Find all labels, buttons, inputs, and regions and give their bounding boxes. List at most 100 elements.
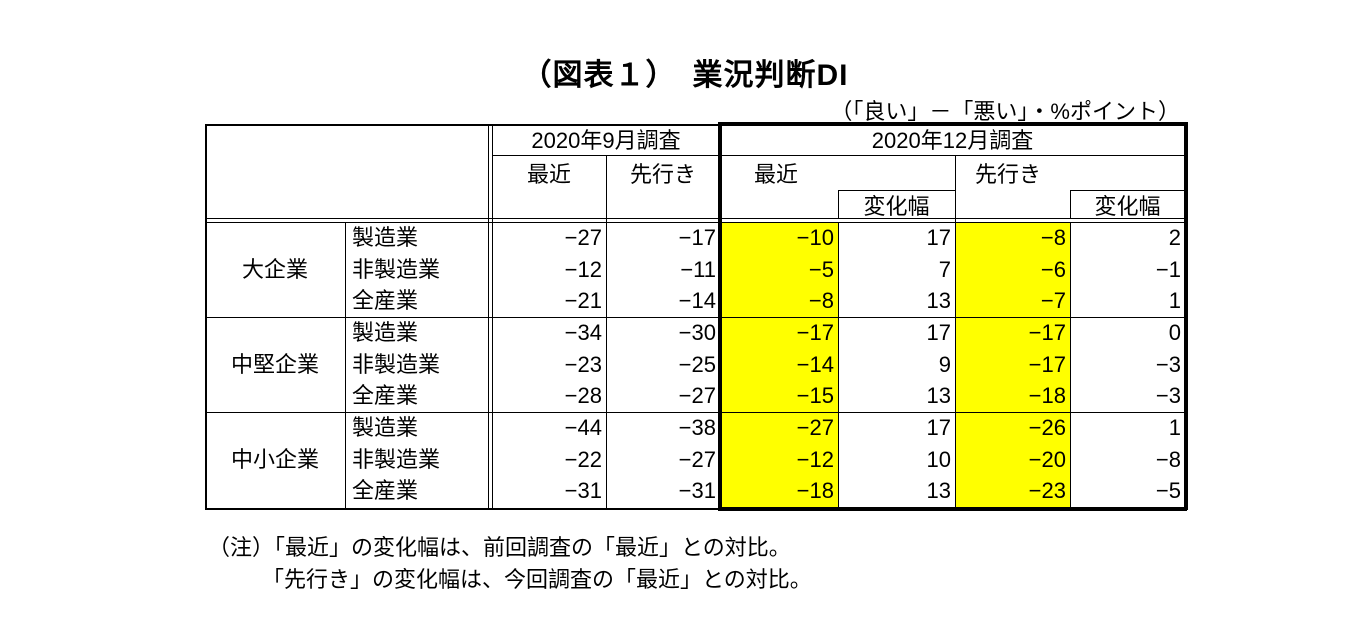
column-line [1070,190,1072,218]
column-line [838,190,840,218]
dec-outlook-change-value: −1 [1155,256,1181,282]
sector-label: 非製造業 [352,351,441,377]
dec-recent-value: −10 [796,225,834,250]
dec-recent-value: −8 [808,288,834,314]
group-label: 中堅企業 [230,351,319,377]
sector-label: 非製造業 [352,256,441,282]
header-sep-survey: 2020年9月調査 [531,128,681,153]
dec-outlook-change-value: −3 [1155,351,1181,377]
sep-outlook-value: −27 [678,383,716,409]
dec-outlook-value: −6 [1040,256,1066,282]
highlight-column [955,222,1070,508]
dec-outlook-change-value: 2 [1168,225,1181,250]
dec-outlook-change-value: 1 [1168,415,1181,440]
footnote-1: （注）「最近」の変化幅は、前回調査の「最近」との対比。 [208,535,791,560]
header-hline [838,190,955,192]
dec-outlook-value: −8 [1040,225,1066,250]
sector-label: 製造業 [352,225,419,250]
sep-outlook-value: −11 [680,256,716,282]
sep-recent-value: −27 [564,225,602,250]
dec-recent-change-value: 17 [926,320,951,345]
column-line [955,155,957,508]
header-sep-recent: 最近 [526,162,571,187]
header-dec-survey: 2020年12月調査 [871,128,1034,153]
dec-block-border [718,122,1187,126]
group-separator [205,317,1185,319]
dec-outlook-change-value: 0 [1168,320,1181,345]
header-dec-recent: 最近 [754,162,799,187]
sep-recent-value: −28 [564,383,602,409]
group-label: 大企業 [241,256,308,282]
dec-outlook-value: −7 [1040,288,1066,314]
header-sep-outlook: 先行き [629,162,696,187]
sep-outlook-value: −38 [678,415,716,440]
dec-outlook-change-value: −5 [1155,478,1181,504]
sep-recent-value: −44 [564,415,602,440]
dec-recent-value: −5 [808,256,834,282]
column-line [838,222,840,508]
sep-recent-value: −12 [564,256,602,282]
header-dec-outlook: 先行き [975,162,1042,187]
dec-recent-value: −14 [796,351,834,377]
dec-recent-change-value: 17 [926,225,951,250]
footnote-2: 「先行き」の変化幅は、今回調査の「最近」との対比。 [262,567,812,592]
dec-outlook-change-value: −8 [1155,446,1181,472]
sector-label: 全産業 [352,478,419,504]
dec-recent-change-value: 10 [926,446,951,472]
header-dec-recent-change: 変化幅 [863,194,930,219]
header-double-line [205,222,1185,224]
dec-recent-change-value: 7 [938,256,951,282]
column-line [345,222,347,508]
sep-outlook-value: −25 [678,351,716,377]
sep-recent-value: −22 [564,446,602,472]
dec-outlook-change-value: −3 [1155,383,1181,409]
column-line [606,155,608,508]
sep-recent-value: −31 [564,478,602,504]
dec-block-border [718,122,722,510]
dec-recent-value: −12 [796,446,834,472]
dec-outlook-change-value: 1 [1168,288,1181,314]
dec-outlook-value: −17 [1028,351,1066,377]
sep-outlook-value: −17 [678,225,716,250]
double-vline [492,124,494,509]
dec-recent-change-value: 13 [926,478,951,504]
dec-recent-change-value: 9 [938,351,951,377]
header-dec-outlook-change: 変化幅 [1094,194,1161,219]
sep-outlook-value: −27 [678,446,716,472]
sector-label: 全産業 [352,383,419,409]
table-bottom-border [205,508,1185,510]
table-top-border [205,124,1185,126]
sep-recent-value: −21 [564,288,602,314]
group-label: 中小企業 [230,447,319,472]
dec-recent-change-value: 13 [926,288,951,314]
sector-label: 製造業 [352,320,419,345]
sector-label: 非製造業 [352,446,441,472]
table-left-border [205,124,207,509]
dec-recent-value: −27 [796,415,834,440]
sep-outlook-value: −31 [678,478,716,504]
dec-outlook-value: −23 [1028,478,1066,504]
sep-recent-value: −34 [564,320,602,345]
highlight-column [720,222,838,508]
sep-recent-value: −23 [564,351,602,377]
sep-outlook-value: −14 [678,288,716,314]
unit-note: （「良い」－「悪い」・%ポイント） [830,99,1180,124]
dec-recent-value: −17 [796,320,834,345]
dec-block-border [1184,122,1188,510]
dec-outlook-value: −18 [1028,383,1066,409]
header-hline [1070,190,1185,192]
dec-outlook-value: −20 [1028,446,1066,472]
dec-block-border [718,507,1187,511]
group-separator [205,412,1185,414]
sector-label: 製造業 [352,415,419,440]
dec-recent-value: −15 [796,383,834,409]
dec-recent-change-value: 13 [926,383,951,409]
header-double-line [205,218,1185,220]
dec-recent-change-value: 17 [926,415,951,440]
dec-outlook-value: −17 [1028,320,1066,345]
double-vline [488,124,490,509]
header-hline [492,155,1185,157]
dec-recent-value: −18 [796,478,834,504]
column-line [1070,222,1072,508]
